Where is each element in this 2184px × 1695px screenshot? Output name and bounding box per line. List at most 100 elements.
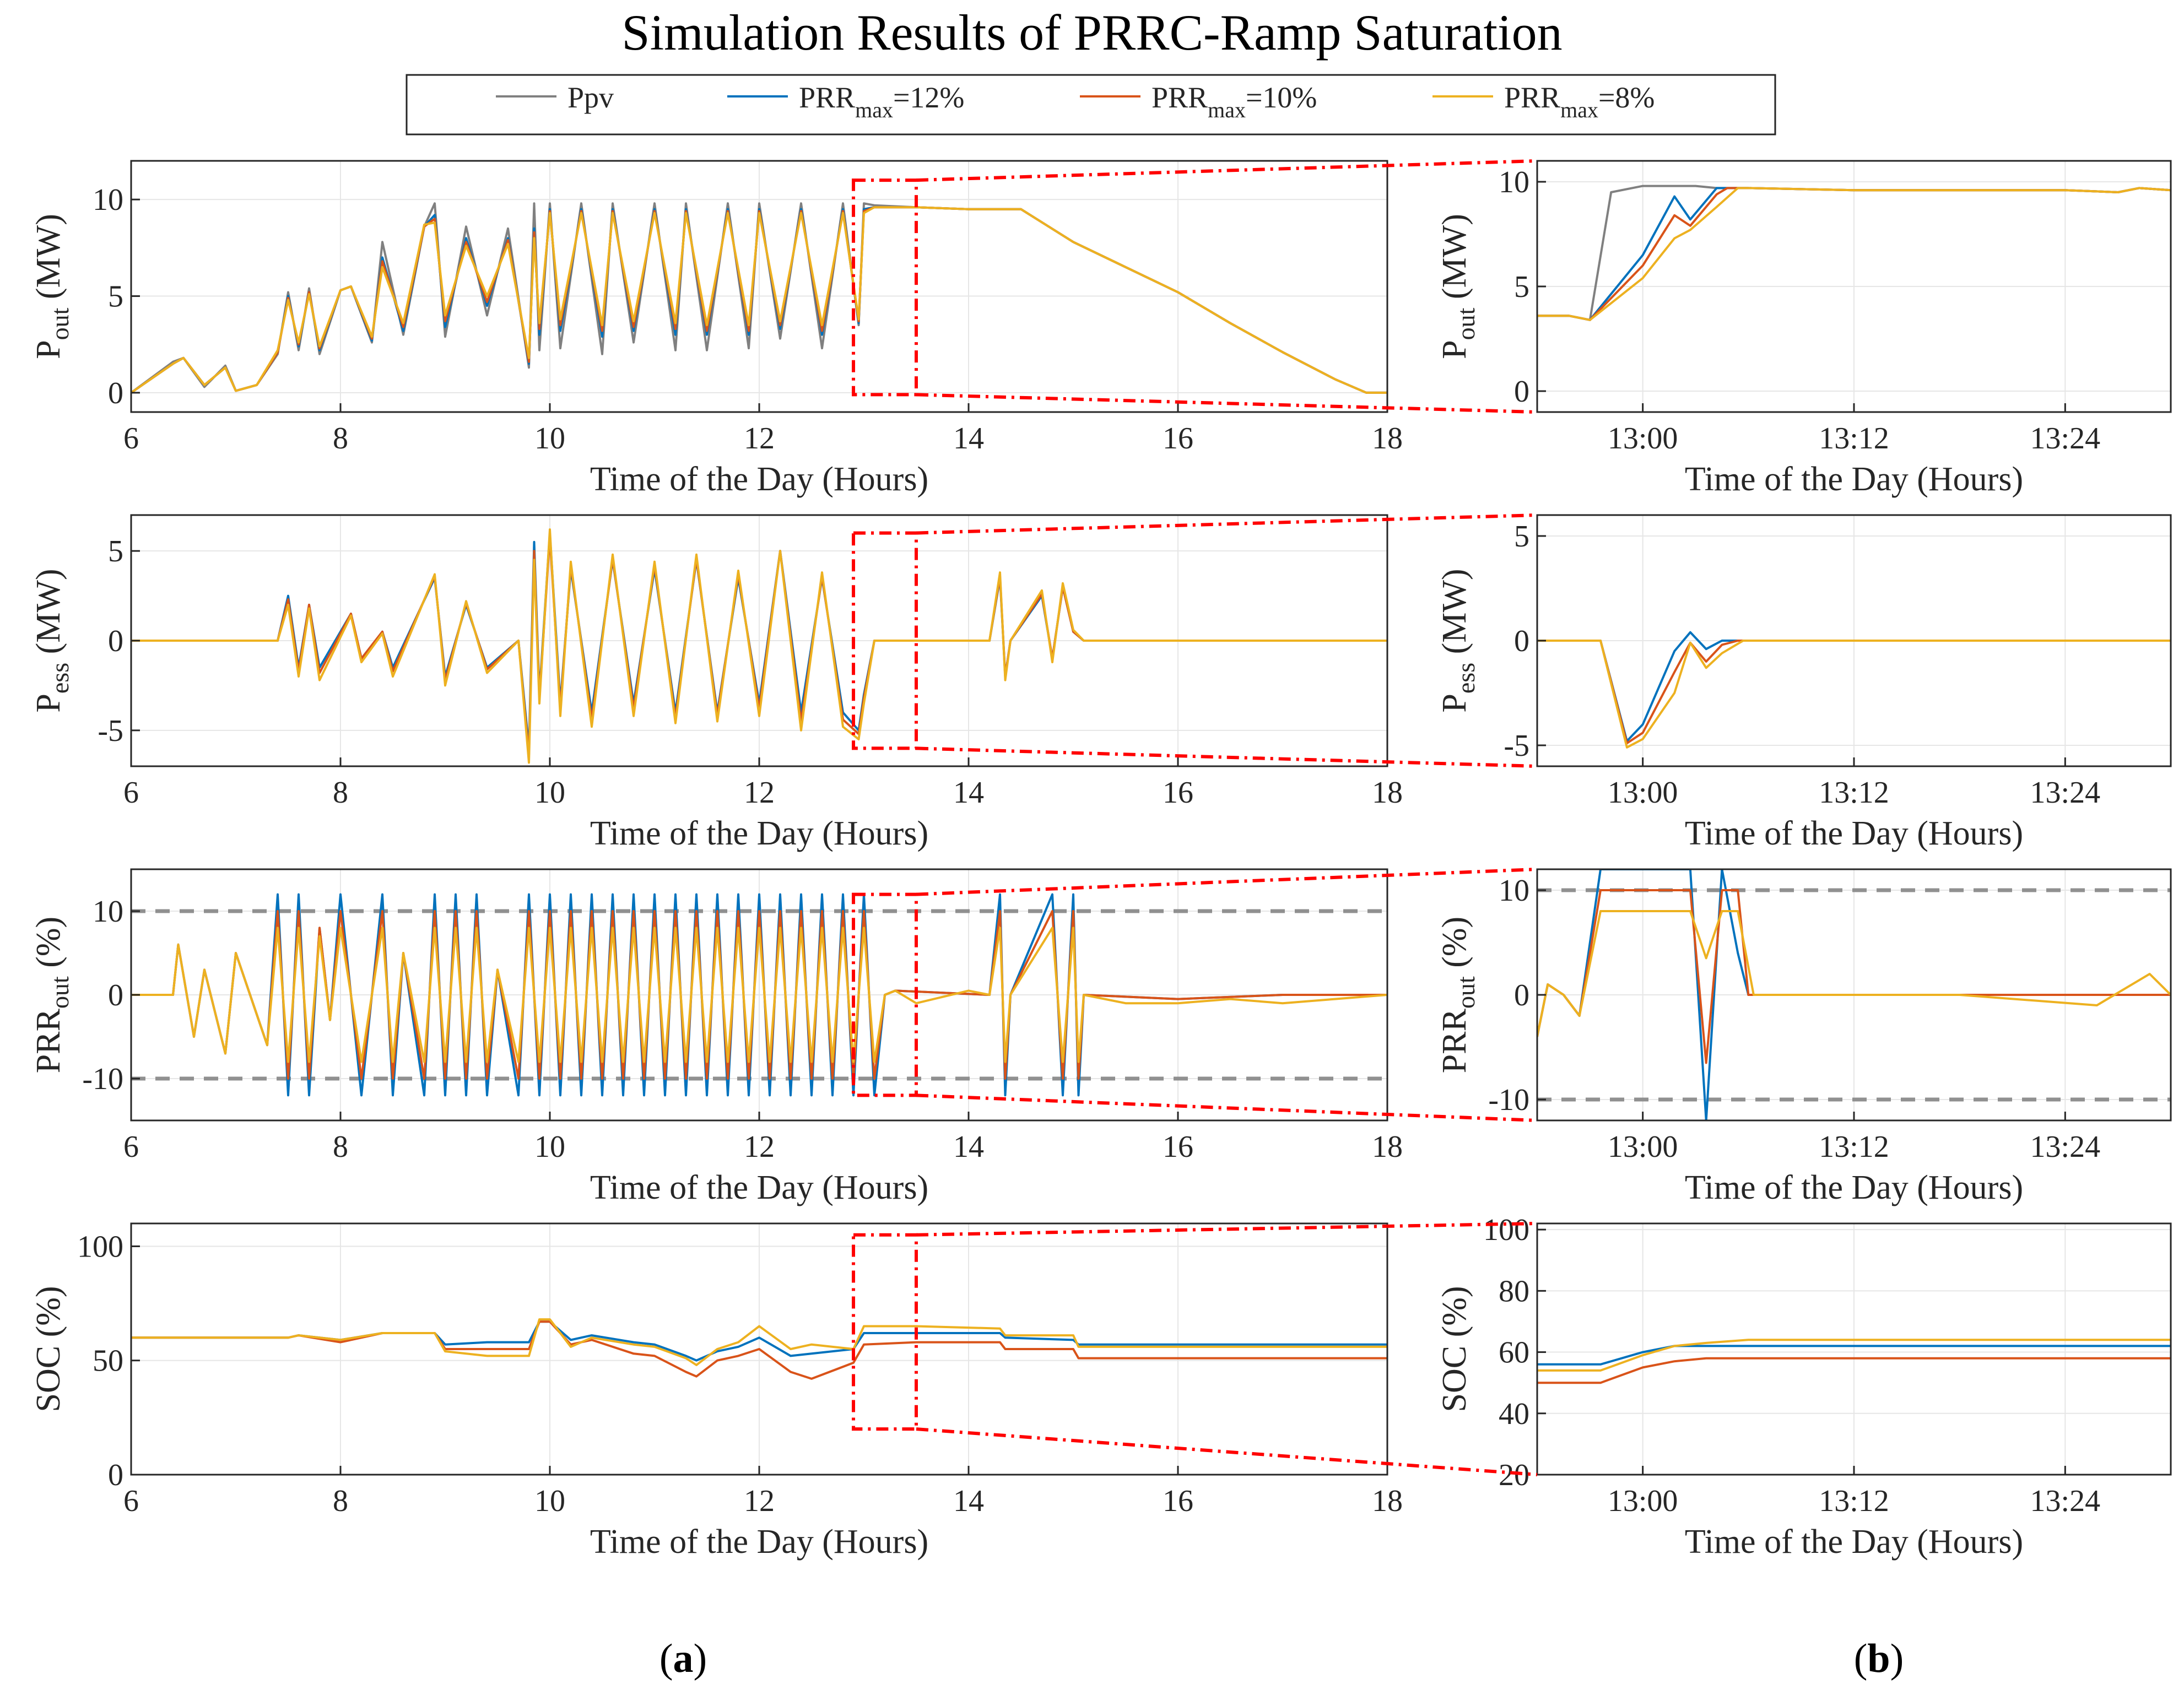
x-tick-label: 13:12	[1819, 776, 1889, 810]
x-tick-label: 10	[534, 1130, 565, 1164]
x-axis-label: Time of the Day (Hours)	[1685, 815, 2023, 852]
series-line-prrmax-8-	[1537, 910, 2171, 1037]
subplot-a4: 6 8 10 12 14 16 18 0 50 100 Time of the Day (Hours…	[30, 1222, 1403, 1561]
x-axis-label: Time of the Day (Hours)	[590, 815, 928, 852]
y-tick-label: 50	[93, 1344, 123, 1378]
x-tick-label: 8	[333, 1130, 348, 1164]
x-axis-label: Time of the Day (Hours)	[590, 1169, 928, 1206]
y-tick-label: 5	[108, 534, 123, 568]
x-tick-label: 13:24	[2030, 776, 2101, 810]
series-line-prrmax-10-	[1537, 1357, 2171, 1384]
y-tick-label: 0	[1514, 624, 1529, 658]
series-group	[1537, 185, 2171, 321]
series-group	[131, 202, 1387, 394]
legend-box	[406, 74, 1776, 136]
y-tick-label: 0	[1514, 375, 1529, 409]
series-line-prrmax-8-	[1537, 1339, 2171, 1372]
y-tick-label: 5	[108, 280, 123, 314]
x-tick-label: 18	[1372, 776, 1403, 810]
series-line-prrmax-8-	[131, 528, 1387, 764]
y-tick-label: 10	[1499, 165, 1529, 199]
y-tick-label: 10	[93, 183, 123, 217]
y-axis-label: SOC (%)	[30, 1286, 67, 1412]
x-tick-label: 18	[1372, 1484, 1403, 1518]
y-tick-label: 5	[1514, 270, 1529, 304]
x-tick-label: 13:24	[2030, 1130, 2101, 1164]
legend-label-ppv: Ppv	[567, 81, 614, 114]
y-tick-label: 0	[108, 978, 123, 1012]
x-axis-label: Time of the Day (Hours)	[1685, 461, 2023, 498]
x-tick-label: 6	[123, 1130, 139, 1164]
zoom-connector-bottom	[916, 1427, 1538, 1476]
x-tick-label: 14	[953, 1130, 984, 1164]
zoom-box	[852, 1233, 918, 1431]
y-tick-label: 5	[1514, 519, 1529, 554]
figure-title: Simulation Results of PRRC-Ramp Saturati…	[621, 4, 1562, 61]
legend-label-prr10: PRRmax=10%	[1152, 81, 1317, 122]
x-tick-label: 16	[1163, 776, 1193, 810]
y-tick-label: 0	[108, 624, 123, 658]
y-tick-label: 100	[77, 1230, 123, 1264]
subplot-a2: 6 8 10 12 14 16 18 -5 0 5 Time of the Day (Hours) P…	[30, 514, 1403, 852]
subplot-b2: 13:00 13:12 13:24 -5 0 5 Time of the Day (Hour…	[1436, 514, 2172, 852]
x-tick-label: 13:12	[1819, 1484, 1889, 1518]
x-tick-label: 13:00	[1608, 421, 1678, 456]
y-axis-label: SOC (%)	[1436, 1286, 1473, 1412]
panel-label-a: (a)	[659, 1636, 707, 1681]
y-tick-label: 0	[1514, 978, 1529, 1012]
x-tick-label: 12	[744, 776, 775, 810]
series-group	[131, 893, 1387, 1097]
x-tick-label: 6	[123, 1484, 139, 1518]
x-tick-label: 13:00	[1608, 1484, 1678, 1518]
x-tick-label: 8	[333, 1484, 348, 1518]
y-axis-label: PRRout (%)	[30, 917, 74, 1073]
x-axis-label: Time of the Day (Hours)	[590, 461, 928, 498]
x-tick-label: 12	[744, 421, 775, 456]
x-tick-label: 10	[534, 776, 565, 810]
y-tick-label: -10	[82, 1062, 123, 1096]
y-axis-label: PRRout (%)	[1436, 917, 1480, 1073]
y-tick-label: 40	[1499, 1397, 1529, 1431]
y-tick-label: -5	[98, 714, 123, 748]
y-tick-label: 100	[1483, 1213, 1529, 1247]
x-tick-label: 14	[953, 1484, 984, 1518]
y-tick-label: 0	[108, 1458, 123, 1492]
subplot-b3: 13:00 13:12 13:24 -10 0 10 Time of the Day (Ho…	[1436, 868, 2172, 1206]
x-tick-label: 16	[1163, 421, 1193, 456]
legend-label-prr12: PRRmax=12%	[799, 81, 964, 122]
y-tick-label: 60	[1499, 1336, 1529, 1370]
series-group	[1537, 869, 2171, 1120]
y-axis-label: Pout (MW)	[1436, 214, 1480, 359]
x-axis-label: Time of the Day (Hours)	[1685, 1523, 2023, 1561]
x-tick-label: 16	[1163, 1130, 1193, 1164]
x-tick-label: 13:12	[1819, 1130, 1889, 1164]
x-tick-label: 14	[953, 421, 984, 456]
x-tick-label: 13:00	[1608, 1130, 1678, 1164]
subplot-a3: 6 8 10 12 14 16 18 -10 0 10 Time of the Day (Hours…	[30, 868, 1403, 1206]
x-tick-label: 8	[333, 421, 348, 456]
y-axis-label: Pess (MW)	[30, 568, 74, 712]
x-tick-label: 18	[1372, 1130, 1403, 1164]
x-tick-label: 8	[333, 776, 348, 810]
x-tick-label: 13:24	[2030, 421, 2101, 456]
x-tick-label: 14	[953, 776, 984, 810]
x-tick-label: 12	[744, 1484, 775, 1518]
series-group	[131, 528, 1387, 764]
series-group	[1537, 631, 2171, 749]
series-line-prrmax-8-	[1537, 187, 2171, 321]
subplots: 6 8 10 12 14 16 18 0 5 10 Time of the Day (Hours) P…	[30, 160, 2172, 1561]
x-tick-label: 13:12	[1819, 421, 1889, 456]
y-tick-label: -10	[1488, 1083, 1529, 1117]
panel-label-b: (b)	[1854, 1636, 1904, 1681]
series-group	[1537, 1339, 2171, 1384]
y-tick-label: -5	[1504, 729, 1529, 763]
x-tick-label: 12	[744, 1130, 775, 1164]
subplot-b4: 13:00 13:12 13:24 20 40 60 80 100 Time of the Da…	[1436, 1213, 2172, 1561]
x-tick-label: 13:24	[2030, 1484, 2101, 1518]
y-tick-label: 80	[1499, 1274, 1529, 1308]
y-tick-label: 20	[1499, 1458, 1529, 1492]
series-line-prrmax-8-	[131, 927, 1387, 1063]
y-tick-label: 0	[108, 376, 123, 410]
y-axis-label: Pout (MW)	[30, 214, 74, 359]
